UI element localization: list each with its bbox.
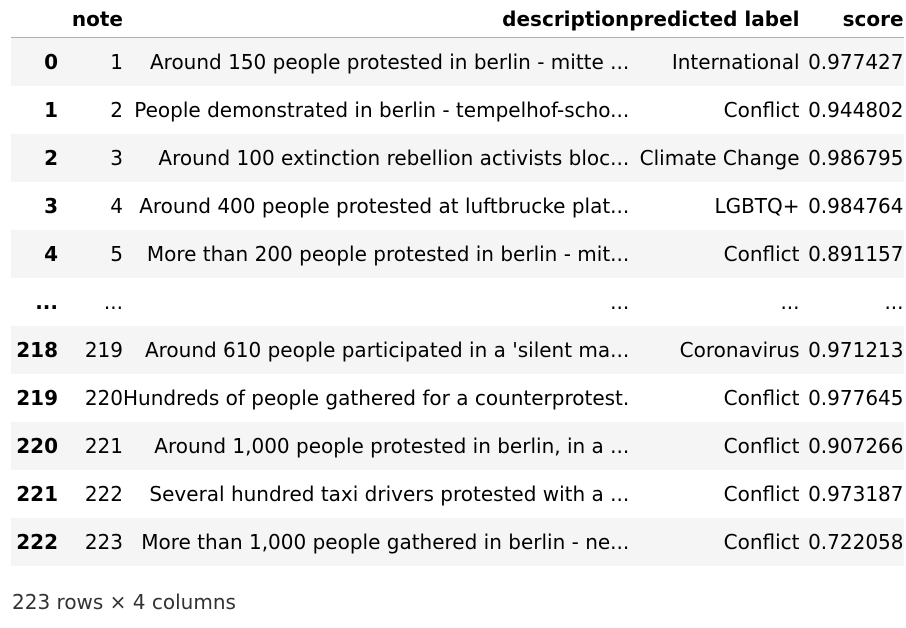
description-cell: Around 100 extinction rebellion activist… xyxy=(158,145,630,170)
note-cell: 1 xyxy=(110,49,123,74)
description-cell: Around 610 people participated in a 'sil… xyxy=(144,337,630,362)
score-cell: 0.986795 xyxy=(808,145,904,170)
description-cell: ... xyxy=(610,289,630,314)
score-cell: 0.977427 xyxy=(808,49,904,74)
note-cell: 5 xyxy=(110,241,123,266)
table-row: 221 222 Several hundred taxi drivers prote… xyxy=(11,469,904,518)
row-index-cell: 0 xyxy=(44,49,58,74)
description-cell: People demonstrated in berlin - tempelho… xyxy=(134,97,630,122)
row-index-cell: 220 xyxy=(16,433,58,458)
description-cell: Around 1,000 people protested in berlin,… xyxy=(154,433,630,458)
description-cell: Around 400 people protested at luftbruck… xyxy=(139,193,630,218)
row-index-cell: 2 xyxy=(44,145,58,170)
score-cell: 0.971213 xyxy=(808,337,904,362)
predicted-label-cell: ... xyxy=(780,289,800,314)
row-index-cell: 1 xyxy=(44,97,58,122)
note-cell: 223 xyxy=(84,529,123,554)
row-index-cell: 3 xyxy=(44,193,58,218)
row-index-cell: ... xyxy=(35,289,58,314)
table-row: 4 5 More than 200 people protested in berl… xyxy=(11,229,904,278)
note-cell: 3 xyxy=(110,145,123,170)
score-cell: 0.973187 xyxy=(808,481,904,506)
description-cell: Several hundred taxi drivers protested w… xyxy=(149,481,630,506)
predicted-label-cell: Conflict xyxy=(723,529,800,554)
row-index-cell: 218 xyxy=(16,337,58,362)
score-cell: 0.907266 xyxy=(808,433,904,458)
table-row: 3 4 Around 400 people protested at luftbru… xyxy=(11,181,904,230)
note-cell: 2 xyxy=(110,97,123,122)
description-cell: Around 150 people protested in berlin - … xyxy=(149,49,630,74)
row-index-cell: 221 xyxy=(16,481,58,506)
predicted-label-cell: Conflict xyxy=(723,97,800,122)
column-header-score: score xyxy=(799,0,904,38)
note-cell: 219 xyxy=(84,337,123,362)
note-cell: 4 xyxy=(110,193,123,218)
table-header: note description predicted label score xyxy=(11,0,904,38)
table-row: 2 3 Around 100 extinction rebellion activi… xyxy=(11,133,904,182)
note-cell: 220 xyxy=(84,385,123,410)
predicted-label-cell: Conflict xyxy=(723,433,800,458)
predicted-label-cell: Conflict xyxy=(723,385,800,410)
dataframe-output: note description predicted label score 0… xyxy=(11,0,904,566)
score-cell: ... xyxy=(884,289,904,314)
table-row: 219 220 Hundreds of people gathered for a … xyxy=(11,373,904,422)
note-cell: ... xyxy=(103,289,123,314)
table-row: 218 219 Around 610 people participated in … xyxy=(11,325,904,374)
score-cell: 0.977645 xyxy=(808,385,904,410)
score-cell: 0.944802 xyxy=(808,97,904,122)
score-cell: 0.891157 xyxy=(808,241,904,266)
row-index-cell: 4 xyxy=(44,241,58,266)
predicted-label-cell: International xyxy=(671,49,800,74)
predicted-label-cell: Climate Change xyxy=(639,145,800,170)
column-header-note: note xyxy=(58,0,123,38)
dataframe-shape-summary: 223 rows × 4 columns xyxy=(12,590,236,614)
column-header-index xyxy=(11,0,58,38)
table-row: ............... xyxy=(11,277,904,326)
column-header-predicted-label: predicted label xyxy=(629,0,800,38)
dataframe-table: note description predicted label score 0… xyxy=(11,0,904,566)
predicted-label-cell: Conflict xyxy=(723,241,800,266)
predicted-label-cell: LGBTQ+ xyxy=(714,193,800,218)
predicted-label-cell: Coronavirus xyxy=(679,337,800,362)
score-cell: 0.984764 xyxy=(808,193,904,218)
table-row: 1 2 People demonstrated in berlin - tempel… xyxy=(11,85,904,134)
note-cell: 221 xyxy=(84,433,123,458)
score-cell: 0.722058 xyxy=(808,529,904,554)
description-cell: More than 1,000 people gathered in berli… xyxy=(141,529,630,554)
row-index-cell: 222 xyxy=(16,529,58,554)
table-row: 222 223 More than 1,000 people gathered in… xyxy=(11,517,904,566)
description-cell: Hundreds of people gathered for a counte… xyxy=(123,385,630,410)
row-index-cell: 219 xyxy=(16,385,58,410)
table-body: 0 1 Around 150 people protested in berlin … xyxy=(11,37,904,566)
header-row: note description predicted label score xyxy=(11,0,904,38)
column-header-description: description xyxy=(123,0,630,38)
table-row: 0 1 Around 150 people protested in berlin … xyxy=(11,37,904,86)
note-cell: 222 xyxy=(84,481,123,506)
predicted-label-cell: Conflict xyxy=(723,481,800,506)
description-cell: More than 200 people protested in berlin… xyxy=(146,241,630,266)
table-row: 220 221 Around 1,000 people protested in b… xyxy=(11,421,904,470)
